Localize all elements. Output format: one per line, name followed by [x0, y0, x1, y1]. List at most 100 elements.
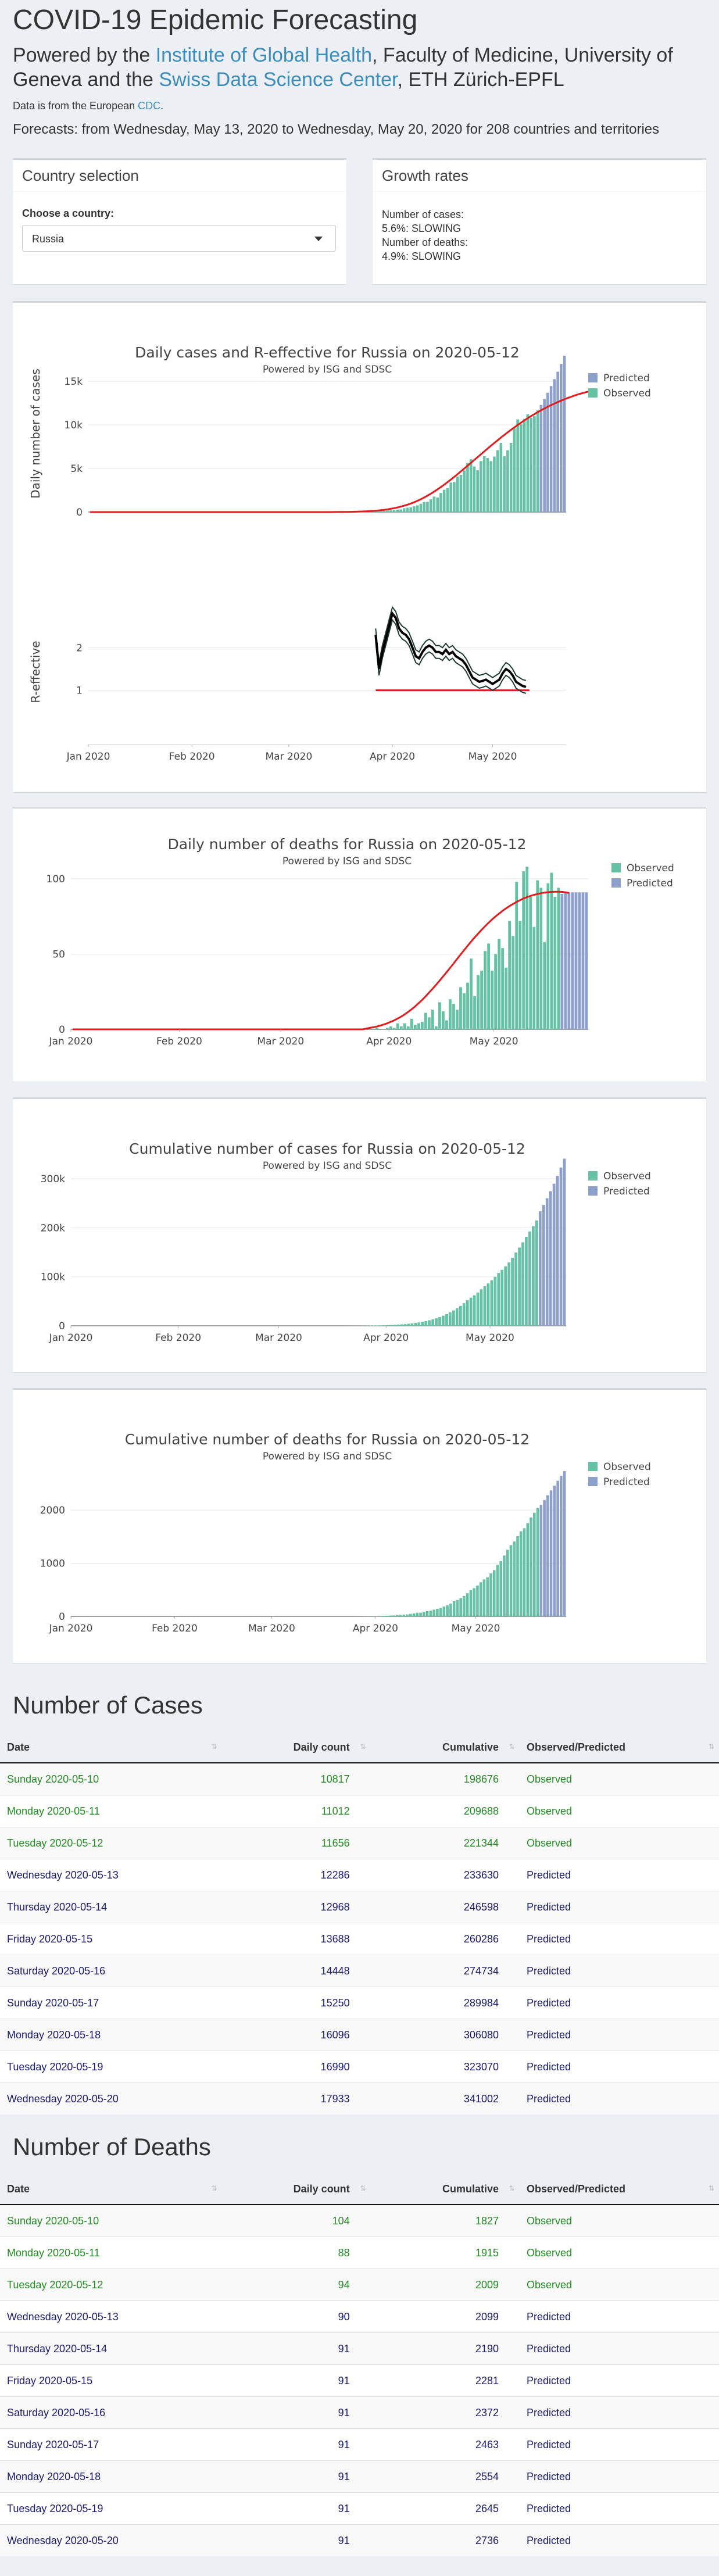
y-tick-label: 1	[76, 685, 83, 697]
daily-cases-chart[interactable]: Daily cases and R-effective for Russia o…	[13, 303, 706, 792]
observed-bar	[519, 1531, 523, 1616]
legend-label: Observed	[603, 1171, 651, 1182]
column-header-status[interactable]: Observed/Predicted ⇅	[519, 2174, 719, 2205]
y-tick-label: 10k	[65, 420, 83, 431]
observed-bar	[482, 1579, 486, 1616]
cell-date: Tuesday 2020-05-19	[0, 2051, 222, 2083]
cell-daily-count: 91	[221, 2460, 371, 2493]
x-tick-label: Mar 2020	[257, 1036, 304, 1047]
observed-bar	[463, 470, 466, 512]
fit-line	[73, 890, 570, 1031]
sort-icon: ⇅	[509, 1743, 515, 1751]
observed-bar	[535, 1220, 538, 1326]
x-tick-label: Apr 2020	[353, 1623, 398, 1634]
column-header-cumulative[interactable]: Cumulative ⇅	[370, 2174, 520, 2205]
cell-cumulative: 221344	[370, 1827, 520, 1859]
observed-bar	[491, 970, 494, 1029]
legend-label: Observed	[627, 863, 674, 874]
observed-bar	[513, 428, 516, 512]
observed-bar	[413, 506, 416, 512]
column-header-date[interactable]: Date ⇅	[0, 1732, 222, 1763]
table-row: Tuesday 2020-05-12 11656 221344 Observed	[0, 1827, 719, 1859]
column-header-daily[interactable]: Daily count ⇅	[221, 2174, 371, 2205]
cell-status: Observed	[519, 2269, 719, 2301]
cell-daily-count: 12968	[221, 1891, 371, 1923]
y-tick-label: 1000	[40, 1558, 65, 1570]
predicted-bar	[560, 893, 564, 1029]
observed-bar	[396, 509, 399, 512]
observed-bar	[515, 882, 518, 1029]
observed-bar	[498, 939, 501, 1029]
table-row: Monday 2020-05-11 88 1915 Observed	[0, 2237, 719, 2269]
observed-bar	[473, 1588, 475, 1616]
observed-bar	[486, 1577, 489, 1616]
observed-bar	[432, 496, 436, 512]
cell-status: Observed	[519, 1762, 719, 1795]
cell-date: Monday 2020-05-11	[0, 2237, 222, 2269]
sdsc-link[interactable]: Swiss Data Science Center	[159, 69, 398, 91]
observed-bar	[399, 1615, 402, 1616]
cell-cumulative: 289984	[370, 1987, 520, 2019]
predicted-bar	[539, 405, 543, 512]
legend-label: Observed	[603, 1461, 651, 1473]
cell-status: Predicted	[519, 2051, 719, 2083]
sort-icon: ⇅	[708, 1743, 714, 1751]
cell-date: Thursday 2020-05-14	[0, 2332, 222, 2365]
observed-bar	[406, 507, 409, 512]
observed-bar	[416, 505, 419, 512]
cell-date: Thursday 2020-05-14	[0, 1891, 222, 1923]
column-header-cumulative[interactable]: Cumulative ⇅	[370, 1732, 520, 1763]
column-header-label: Date	[7, 2183, 30, 2195]
cell-date: Tuesday 2020-05-19	[0, 2492, 222, 2525]
observed-bar	[442, 489, 446, 512]
table-row: Tuesday 2020-05-19 16990 323070 Predicted	[0, 2051, 719, 2083]
cumulative-cases-chart[interactable]: Cumulative number of cases for Russia on…	[13, 1099, 706, 1372]
predicted-bar	[563, 1471, 566, 1616]
predicted-bar	[545, 1198, 549, 1326]
cell-cumulative: 323070	[370, 2051, 520, 2083]
daily-deaths-chart[interactable]: Daily number of deaths for Russia on 202…	[13, 808, 706, 1082]
deaths-growth-label: Number of deaths:	[382, 237, 468, 248]
cell-date: Monday 2020-05-18	[0, 2460, 222, 2493]
cdc-link[interactable]: CDC	[138, 100, 161, 112]
observed-bar	[473, 466, 476, 512]
column-header-status[interactable]: Observed/Predicted ⇅	[519, 1732, 719, 1763]
observed-bar	[504, 1266, 507, 1326]
observed-bar	[480, 970, 483, 1029]
observed-bar	[509, 1545, 513, 1616]
table-row: Thursday 2020-05-14 12968 246598 Predicted	[0, 1891, 719, 1923]
x-tick-label: Feb 2020	[155, 1332, 201, 1344]
observed-bar	[508, 921, 511, 1029]
chart-title: Daily cases and R-effective for Russia o…	[135, 344, 520, 361]
sort-icon: ⇅	[509, 2184, 515, 2192]
cell-date: Sunday 2020-05-17	[0, 2428, 222, 2461]
observed-bar	[476, 1292, 480, 1326]
cell-daily-count: 17933	[221, 2083, 371, 2115]
observed-bar	[456, 1010, 459, 1029]
cases-growth-label: Number of cases:	[382, 209, 464, 220]
cell-status: Predicted	[519, 2492, 719, 2525]
observed-bar	[482, 456, 486, 512]
y-tick-label: 100	[46, 874, 65, 885]
igh-link[interactable]: Institute of Global Health	[155, 44, 373, 66]
column-header-daily[interactable]: Daily count ⇅	[221, 1732, 371, 1763]
column-header-date[interactable]: Date ⇅	[0, 2174, 222, 2205]
observed-bar	[518, 1247, 521, 1326]
table-row: Tuesday 2020-05-12 94 2009 Observed	[0, 2269, 719, 2301]
observed-bar	[406, 1026, 410, 1029]
observed-bar	[445, 1020, 448, 1029]
legend-label: Predicted	[603, 1476, 650, 1488]
observed-bar	[375, 1325, 379, 1326]
observed-bar	[520, 424, 523, 512]
observed-bar	[449, 999, 452, 1029]
observed-bar	[413, 1025, 417, 1029]
country-select[interactable]: Russia	[22, 225, 336, 252]
observed-bar	[400, 1324, 403, 1326]
cell-status: Predicted	[519, 2364, 719, 2397]
x-tick-label: Apr 2020	[370, 751, 415, 763]
observed-bar	[487, 1283, 490, 1326]
observed-bar	[466, 982, 469, 1029]
cell-status: Predicted	[519, 2396, 719, 2429]
cumulative-deaths-chart[interactable]: Cumulative number of deaths for Russia o…	[13, 1390, 706, 1663]
predicted-bar	[560, 1476, 563, 1616]
